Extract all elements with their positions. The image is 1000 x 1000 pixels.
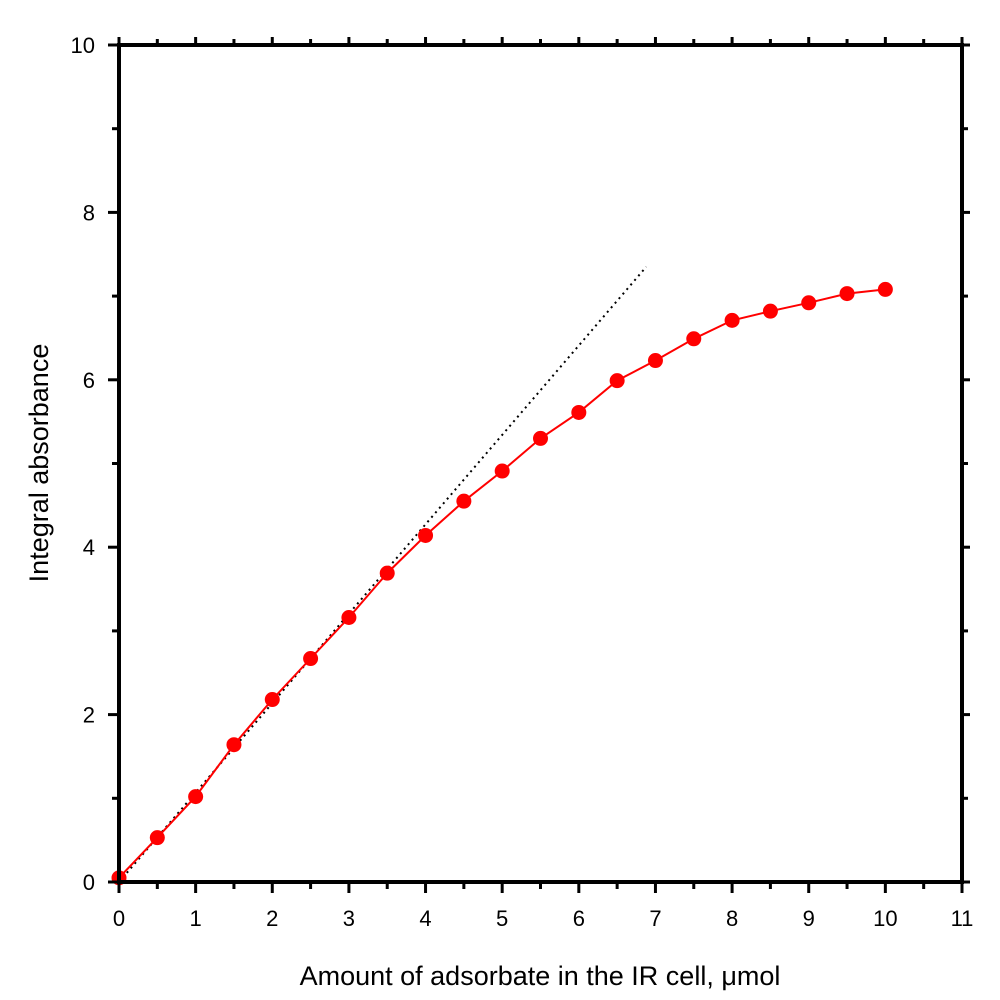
x-tick-label-4: 4 [419,906,431,931]
x-tick-label-5: 5 [496,906,508,931]
x-tick-label-1: 1 [190,906,202,931]
x-tick-label-0: 0 [113,906,125,931]
y-tick-label-6: 6 [83,368,95,393]
series-layer [111,266,893,886]
data-point-6 [341,610,357,626]
x-tick-label-8: 8 [726,906,738,931]
y-tick-label-0: 0 [83,870,95,895]
x-axis-title: Amount of adsorbate in the IR cell, μmol [300,961,781,991]
x-tick-label-9: 9 [803,906,815,931]
data-point-2 [188,789,204,805]
y-axis-title: Integral absorbance [24,344,54,583]
data-point-18 [801,295,817,311]
y-tick-label-2: 2 [83,703,95,728]
x-tick-label-6: 6 [573,906,585,931]
data-point-16 [724,312,740,328]
x-tick-label-3: 3 [343,906,355,931]
data-point-4 [264,692,280,708]
x-tick-label-7: 7 [649,906,661,931]
data-point-12 [571,404,587,420]
data-point-19 [839,286,855,302]
data-point-11 [533,430,548,446]
data-point-8 [418,527,434,543]
x-tick-label-2: 2 [266,906,278,931]
y-tick-label-10: 10 [71,33,95,58]
data-point-20 [877,281,893,297]
axes-layer: 0 1 2 3 4 5 6 7 8 9 10 11 0 2 4 6 8 10 [71,33,974,931]
data-point-14 [647,353,663,369]
data-point-3 [226,737,242,753]
data-point-15 [686,331,702,347]
y-tick-label-4: 4 [83,535,95,560]
data-point-1 [149,830,165,846]
data-point-9 [456,493,472,509]
y-tick-label-8: 8 [83,200,95,225]
data-point-17 [762,303,778,319]
x-tick-label-10: 10 [873,906,897,931]
data-point-7 [379,565,395,581]
data-point-10 [494,463,510,479]
data-point-5 [303,651,319,667]
x-tick-label-11: 11 [951,906,974,931]
data-point-13 [609,373,625,389]
